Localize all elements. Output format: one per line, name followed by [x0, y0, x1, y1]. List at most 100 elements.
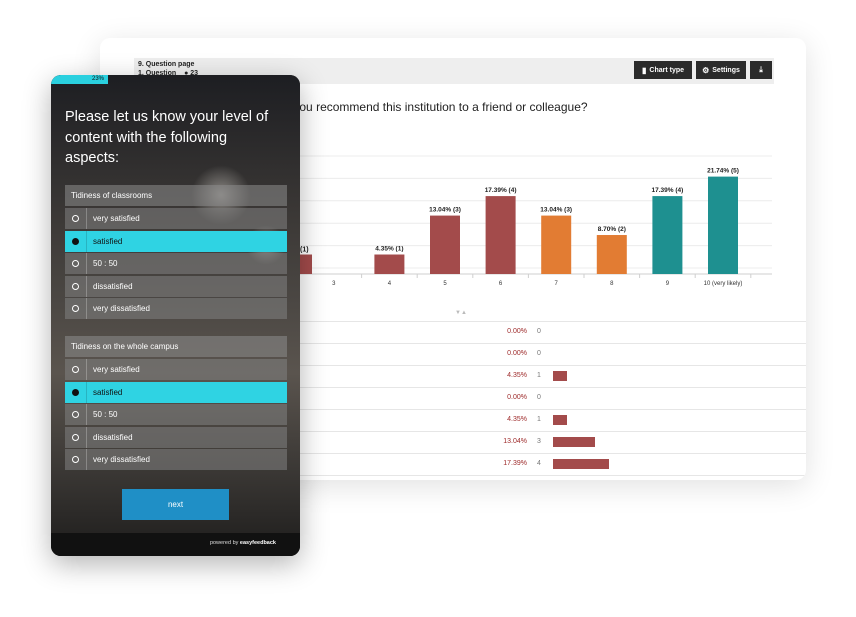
- table-row: 0.00% 0: [200, 343, 806, 366]
- radio-button[interactable]: [72, 388, 79, 396]
- option-row[interactable]: 50 : 50: [65, 253, 287, 274]
- option-row[interactable]: satisfied: [65, 230, 287, 252]
- row-percent: 0.00%: [507, 350, 527, 357]
- sort-down-icon[interactable]: ▼▲: [455, 310, 467, 316]
- radio-button[interactable]: [72, 237, 79, 245]
- row-count: 0: [537, 328, 541, 335]
- bar-chart-icon: ▮: [641, 65, 647, 75]
- x-tick-label: 8: [610, 281, 614, 287]
- bar[interactable]: [541, 215, 572, 274]
- table-row: 13.04% 3: [200, 431, 806, 454]
- option-row[interactable]: 50 : 50: [65, 404, 287, 425]
- row-count: 4: [537, 460, 541, 467]
- option-row[interactable]: very dissatisfied: [65, 298, 287, 319]
- survey-footer: powered by easyfeedback: [51, 533, 300, 556]
- option-label: very dissatisfied: [93, 304, 150, 313]
- question-ref: 1. Question ● 23: [138, 70, 198, 77]
- row-count: 3: [537, 438, 541, 445]
- option-label: very satisfied: [93, 214, 140, 223]
- row-percent: 4.35%: [507, 416, 527, 423]
- radio-cell: [65, 404, 87, 425]
- question-ref-label: 1. Question: [138, 70, 177, 77]
- row-count: 0: [537, 350, 541, 357]
- table-row: 0.00% 0: [200, 321, 806, 344]
- x-tick-label: 7: [555, 281, 559, 287]
- gear-icon: ⚙: [702, 65, 710, 75]
- option-row[interactable]: satisfied: [65, 381, 287, 403]
- bar-value-label: 4.35% (1): [375, 246, 403, 253]
- settings-label: Settings: [712, 66, 740, 74]
- option-label: satisfied: [93, 236, 123, 246]
- radio-button[interactable]: [72, 411, 79, 418]
- download-icon: ⤓: [759, 65, 763, 74]
- x-tick-label: 5: [443, 281, 447, 287]
- bar[interactable]: [485, 196, 516, 274]
- x-tick-label: 9: [666, 281, 670, 287]
- bar-partial: [298, 254, 312, 274]
- bar[interactable]: [652, 196, 683, 274]
- bar[interactable]: [374, 254, 405, 274]
- x-tick-label: 10 (very likely): [704, 281, 743, 287]
- row-percent: 13.04%: [503, 438, 527, 445]
- radio-button[interactable]: [72, 260, 79, 267]
- bar-value-label: 13.04% (3): [429, 207, 461, 214]
- option-label: 50 : 50: [93, 410, 118, 419]
- x-tick-label: 6: [499, 281, 503, 287]
- option-row[interactable]: dissatisfied: [65, 426, 287, 448]
- bar-value-label: 8.70% (2): [598, 226, 626, 233]
- radio-button[interactable]: [72, 433, 79, 441]
- chart-type-button[interactable]: ▮ Chart type: [634, 61, 692, 79]
- next-button[interactable]: next: [122, 489, 229, 520]
- bar[interactable]: [708, 176, 738, 274]
- download-button[interactable]: ⤓: [750, 61, 772, 79]
- option-row[interactable]: very dissatisfied: [65, 449, 287, 470]
- bar-value-label: 17.39% (4): [485, 187, 517, 194]
- radio-cell: [65, 449, 87, 470]
- person-icon: ●: [184, 70, 189, 77]
- radio-button[interactable]: [72, 215, 79, 222]
- option-label: dissatisfied: [93, 432, 133, 442]
- radio-button[interactable]: [72, 366, 79, 373]
- option-label: very satisfied: [93, 365, 140, 374]
- progress-label: 23%: [91, 76, 104, 82]
- x-tick-label: 4: [388, 281, 392, 287]
- row-percent: 4.35%: [507, 372, 527, 379]
- option-row[interactable]: dissatisfied: [65, 275, 287, 297]
- row-bar: [553, 371, 567, 381]
- brand-name: easyfeedback: [239, 540, 276, 546]
- radio-cell: [65, 253, 87, 274]
- option-label: satisfied: [93, 387, 123, 397]
- bar-value-label: 13.04% (3): [540, 207, 572, 214]
- row-count: 1: [537, 416, 541, 423]
- settings-button[interactable]: ⚙ Settings: [696, 61, 746, 79]
- bar-value-label: (1): [300, 247, 309, 254]
- table-row: 4.35% 1: [200, 409, 806, 432]
- row-percent: 17.39%: [503, 460, 527, 467]
- bar[interactable]: [596, 235, 627, 274]
- option-row[interactable]: very satisfied: [65, 208, 287, 229]
- bar[interactable]: [430, 215, 460, 274]
- results-bar-chart: (1) 3 4.35% (1) 4 13.04% (3) 5 17.39% (4) 6 13.0…: [296, 155, 772, 287]
- question-count: 23: [190, 70, 199, 77]
- row-bar: [553, 415, 567, 425]
- group-label: Tidiness of classrooms: [65, 185, 287, 206]
- radio-button[interactable]: [72, 305, 79, 312]
- radio-cell: [65, 275, 87, 297]
- radio-cell: [65, 381, 87, 403]
- option-label: 50 : 50: [93, 259, 118, 268]
- option-label: dissatisfied: [93, 281, 133, 291]
- group-label: Tidiness on the whole campus: [65, 336, 287, 357]
- row-count: 1: [537, 372, 541, 379]
- table-row: 13.04%3: [200, 475, 806, 480]
- radio-cell: [65, 359, 87, 380]
- progress-bar: 23%: [51, 75, 108, 84]
- radio-button[interactable]: [72, 456, 79, 463]
- radio-button[interactable]: [72, 282, 79, 290]
- page-title: 9. Question page: [138, 61, 195, 68]
- chart-type-label: Chart type: [649, 66, 685, 74]
- survey-question: Please let us know your level of content…: [65, 109, 269, 166]
- radio-cell: [65, 208, 87, 229]
- x-tick-label: 3: [332, 281, 336, 287]
- table-row: 0.00% 0: [200, 387, 806, 410]
- option-row[interactable]: very satisfied: [65, 359, 287, 380]
